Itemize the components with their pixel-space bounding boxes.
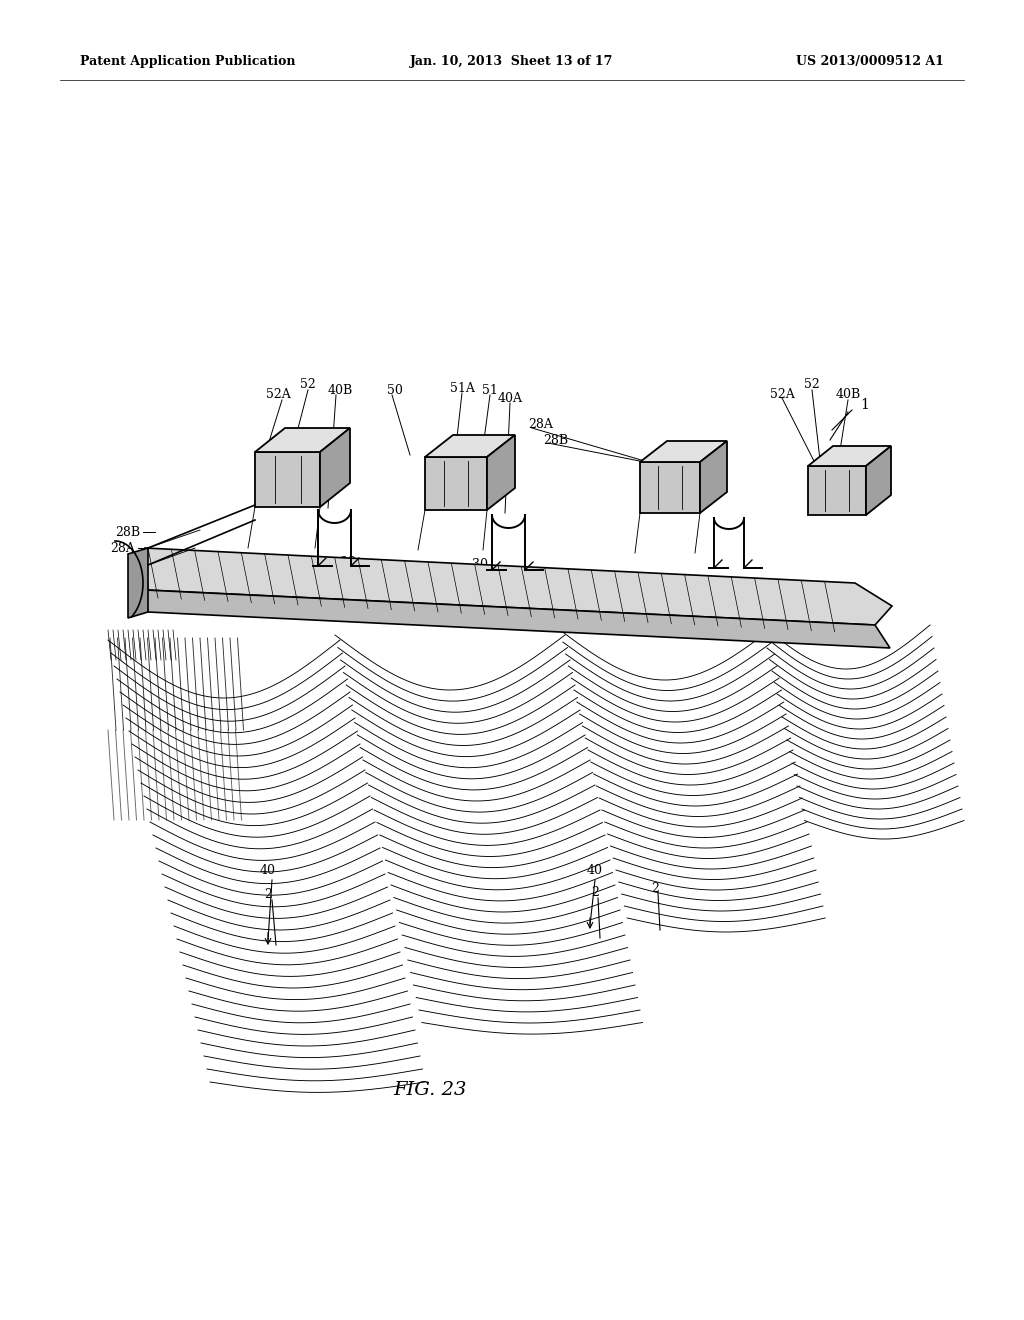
Text: 51A: 51A xyxy=(450,381,474,395)
Polygon shape xyxy=(808,446,891,466)
Polygon shape xyxy=(128,548,148,618)
Text: 52: 52 xyxy=(804,379,820,392)
Text: 28A: 28A xyxy=(528,418,553,432)
Text: 40B: 40B xyxy=(836,388,860,401)
Text: Patent Application Publication: Patent Application Publication xyxy=(80,55,296,69)
Text: 28A: 28A xyxy=(111,541,135,554)
Polygon shape xyxy=(255,451,319,507)
Polygon shape xyxy=(640,441,727,462)
Polygon shape xyxy=(808,466,866,515)
Text: 2: 2 xyxy=(264,888,272,902)
Polygon shape xyxy=(700,441,727,513)
Text: 28B: 28B xyxy=(543,433,568,446)
Text: 1: 1 xyxy=(860,399,869,412)
Text: Jan. 10, 2013  Sheet 13 of 17: Jan. 10, 2013 Sheet 13 of 17 xyxy=(411,55,613,69)
Text: 40: 40 xyxy=(587,863,603,876)
Text: 40A: 40A xyxy=(498,392,522,404)
Polygon shape xyxy=(255,428,350,451)
Text: 50: 50 xyxy=(387,384,402,396)
Text: 30: 30 xyxy=(472,558,488,572)
Text: 52A: 52A xyxy=(770,388,795,401)
Text: 2: 2 xyxy=(591,887,599,899)
Polygon shape xyxy=(866,446,891,515)
Text: 2: 2 xyxy=(651,882,658,895)
Polygon shape xyxy=(425,436,515,457)
Text: 52A: 52A xyxy=(265,388,291,401)
Polygon shape xyxy=(319,428,350,507)
Text: 27: 27 xyxy=(378,572,394,585)
Polygon shape xyxy=(425,457,487,510)
Polygon shape xyxy=(487,436,515,510)
Text: 40: 40 xyxy=(260,863,276,876)
Polygon shape xyxy=(145,590,890,648)
Text: FIG. 23: FIG. 23 xyxy=(393,1081,467,1100)
Text: US 2013/0009512 A1: US 2013/0009512 A1 xyxy=(796,55,944,69)
Text: 33: 33 xyxy=(340,557,356,569)
Text: 52: 52 xyxy=(300,379,315,392)
Polygon shape xyxy=(145,548,892,624)
Text: 40B: 40B xyxy=(328,384,352,396)
Text: 51: 51 xyxy=(482,384,498,396)
Text: 28B: 28B xyxy=(115,525,140,539)
Polygon shape xyxy=(640,462,700,513)
